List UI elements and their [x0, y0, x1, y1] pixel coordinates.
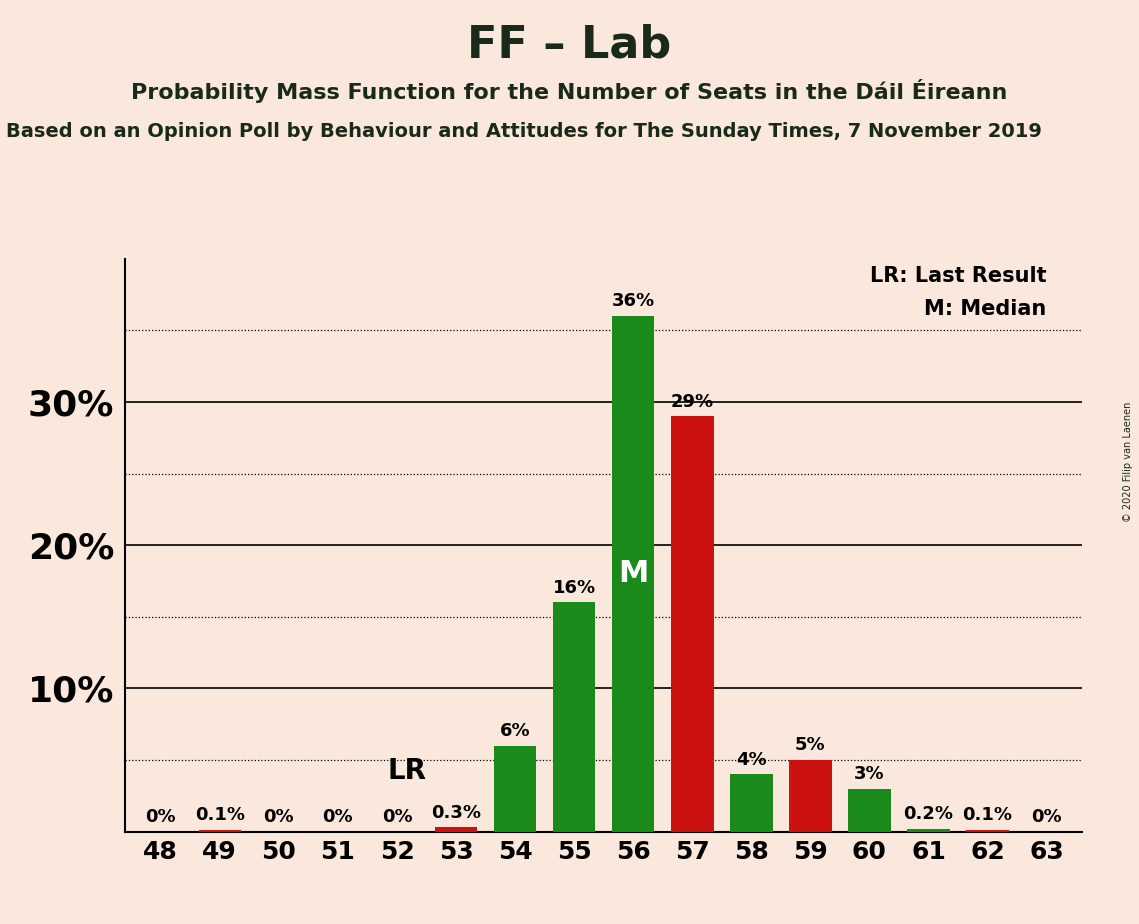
Text: © 2020 Filip van Laenen: © 2020 Filip van Laenen — [1123, 402, 1133, 522]
Bar — [494, 746, 536, 832]
Text: 0.1%: 0.1% — [195, 807, 245, 824]
Bar — [671, 416, 713, 832]
Text: 0%: 0% — [322, 808, 353, 826]
Text: 0.2%: 0.2% — [903, 805, 953, 823]
Bar — [198, 830, 241, 832]
Bar — [789, 760, 831, 832]
Text: Based on an Opinion Poll by Behaviour and Attitudes for The Sunday Times, 7 Nove: Based on an Opinion Poll by Behaviour an… — [6, 122, 1041, 141]
Text: 36%: 36% — [612, 292, 655, 310]
Bar — [908, 829, 950, 832]
Text: 29%: 29% — [671, 393, 714, 410]
Text: 5%: 5% — [795, 736, 826, 754]
Text: 16%: 16% — [552, 578, 596, 597]
Text: 0.3%: 0.3% — [431, 804, 481, 821]
Bar — [966, 830, 1009, 832]
Text: 0%: 0% — [263, 808, 294, 826]
Bar — [552, 602, 596, 832]
Bar — [435, 827, 477, 832]
Text: LR: LR — [387, 758, 426, 785]
Bar — [849, 788, 891, 832]
Text: FF – Lab: FF – Lab — [467, 23, 672, 67]
Text: 3%: 3% — [854, 765, 885, 783]
Bar — [730, 774, 772, 832]
Text: M: M — [618, 559, 648, 589]
Text: Probability Mass Function for the Number of Seats in the Dáil Éireann: Probability Mass Function for the Number… — [131, 79, 1008, 103]
Text: 0%: 0% — [146, 808, 177, 826]
Text: 6%: 6% — [500, 722, 531, 740]
Text: M: Median: M: Median — [925, 298, 1047, 319]
Text: 4%: 4% — [736, 750, 767, 769]
Text: 0%: 0% — [382, 808, 412, 826]
Bar — [612, 316, 655, 832]
Text: 0.1%: 0.1% — [962, 807, 1013, 824]
Text: LR: Last Result: LR: Last Result — [870, 266, 1047, 286]
Text: 0%: 0% — [1031, 808, 1062, 826]
